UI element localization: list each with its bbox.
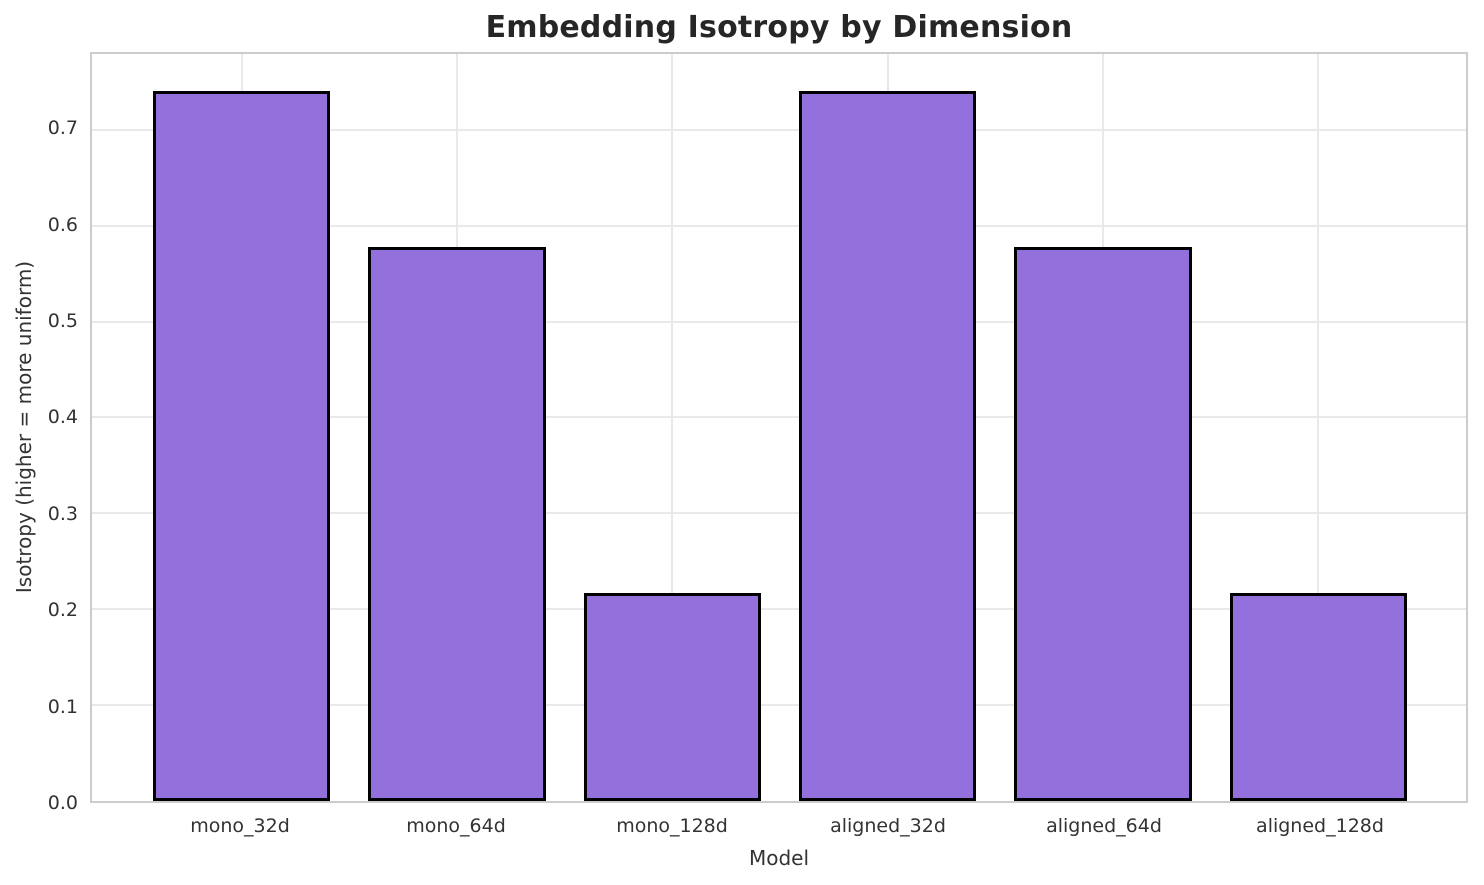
x-tick-label: aligned_128d <box>1256 815 1384 837</box>
y-tick-label: 0.1 <box>47 695 78 718</box>
bar-mono_32d <box>152 91 331 801</box>
y-tick-label: 0.4 <box>47 406 78 429</box>
horizontal-gridline <box>92 416 1466 419</box>
y-tick-label: 0.2 <box>47 599 78 622</box>
bar-aligned_128d <box>1229 592 1408 801</box>
horizontal-gridline <box>92 320 1466 323</box>
bar-aligned_32d <box>798 91 977 801</box>
y-tick-label: 0.0 <box>47 792 78 814</box>
x-tick-label: mono_32d <box>190 815 290 837</box>
y-tick-label: 0.5 <box>47 309 78 332</box>
y-tick-label: 0.7 <box>47 117 78 140</box>
horizontal-gridline <box>92 224 1466 227</box>
vertical-gridline <box>671 54 674 801</box>
chart-title: Embedding Isotropy by Dimension <box>485 10 1073 45</box>
bar-mono_128d <box>583 592 762 801</box>
x-tick-label: aligned_64d <box>1046 815 1162 837</box>
y-tick-label: 0.3 <box>47 502 78 525</box>
y-tick-label: 0.6 <box>47 213 78 236</box>
x-axis-label: Model <box>748 846 810 870</box>
x-tick-label: aligned_32d <box>830 815 946 837</box>
horizontal-gridline <box>92 128 1466 131</box>
horizontal-gridline <box>92 704 1466 707</box>
bar-aligned_64d <box>1014 246 1192 801</box>
vertical-gridline <box>1317 54 1320 801</box>
horizontal-gridline <box>92 512 1466 515</box>
x-tick-label: mono_64d <box>406 815 506 837</box>
x-tick-label: mono_128d <box>616 815 728 837</box>
horizontal-gridline <box>92 608 1466 611</box>
plot-area <box>90 52 1468 803</box>
bar-mono_64d <box>368 246 546 801</box>
